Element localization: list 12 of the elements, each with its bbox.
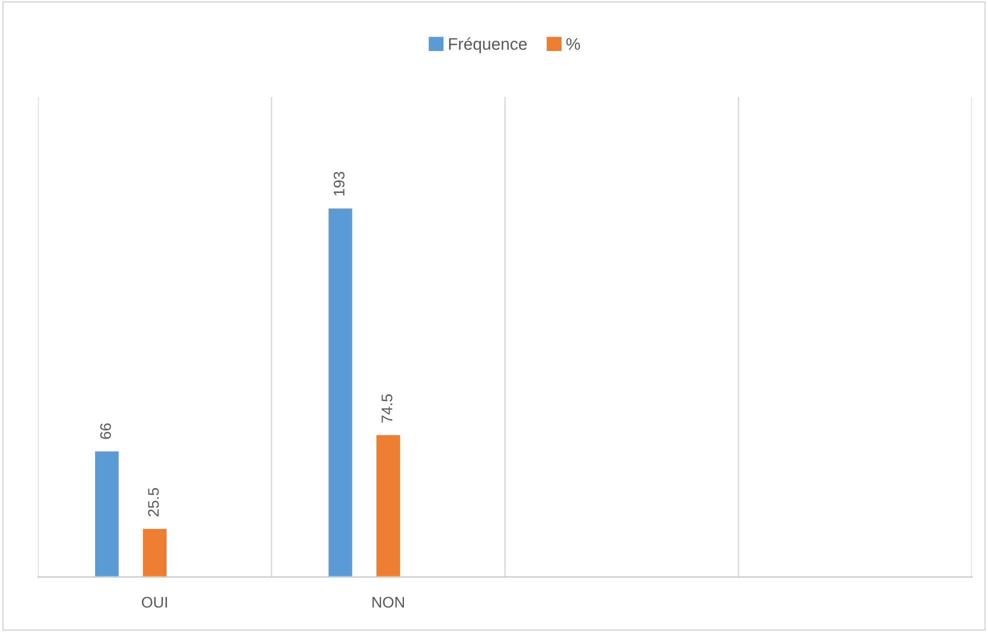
data-label: 66 xyxy=(100,423,111,439)
data-label: 193 xyxy=(334,172,344,196)
bar xyxy=(142,528,168,577)
x-tick-label: NON xyxy=(372,596,404,608)
data-label: 25.5 xyxy=(148,488,159,516)
bar xyxy=(327,207,354,577)
x-tick-label: OUI xyxy=(142,596,167,608)
bar xyxy=(94,450,120,577)
legend-label: Fréquence xyxy=(449,37,527,54)
legend-label: % xyxy=(566,38,580,50)
bar xyxy=(375,434,402,577)
data-label: 74.5 xyxy=(382,394,392,423)
